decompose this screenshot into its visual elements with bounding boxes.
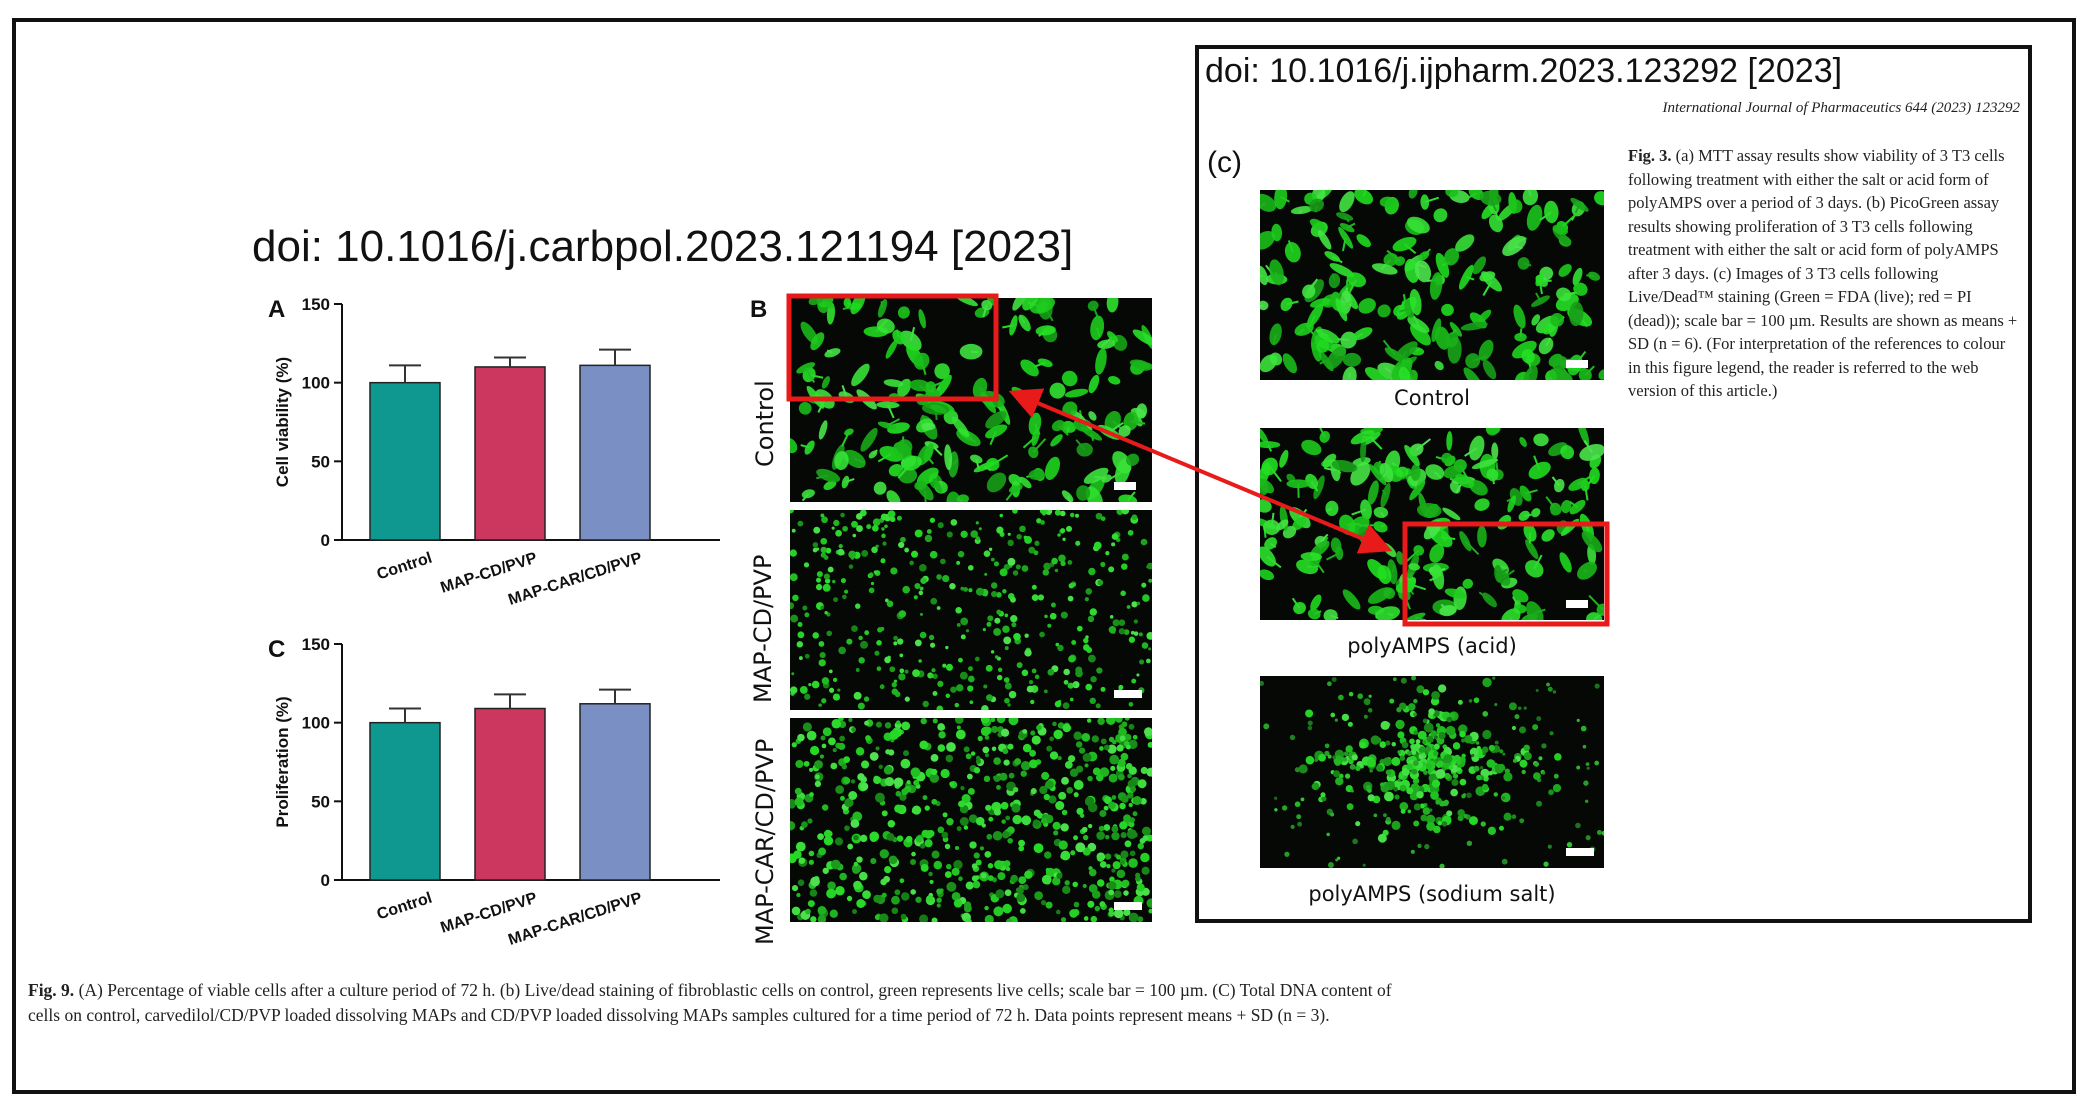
fig9-caption-text: (A) Percentage of viable cells after a c… xyxy=(28,980,1392,1025)
fig3-caption-text: (a) MTT assay results show viability of … xyxy=(1628,146,2018,400)
chart-c-bar xyxy=(579,703,651,881)
chart-c-ytick-label: 100 xyxy=(302,714,330,733)
chart-c-ytick-label: 50 xyxy=(311,792,330,811)
fig3-caption-label: Fig. 3. xyxy=(1628,146,1672,165)
fig3-caption: Fig. 3. (a) MTT assay results show viabi… xyxy=(1628,144,2020,403)
chart-c-category-label: Control xyxy=(375,890,434,924)
micrograph-c3-sodium-salt xyxy=(1260,676,1604,868)
fig9-caption: Fig. 9. (A) Percentage of viable cells a… xyxy=(28,978,1408,1028)
scale-bar xyxy=(1114,690,1142,698)
figure-frame xyxy=(12,18,2076,1094)
chart-c-ylabel: Proliferation (%) xyxy=(273,696,292,827)
chart-a-ylabel: Cell viability (%) xyxy=(273,357,292,487)
c3-label-sodium-salt: polyAMPS (sodium salt) xyxy=(1308,882,1556,906)
chart-a-ytick-label: 0 xyxy=(321,531,330,550)
doi-left: doi: 10.1016/j.carbpol.2023.121194 [2023… xyxy=(252,222,1074,271)
doi-right: doi: 10.1016/j.ijpharm.2023.123292 [2023… xyxy=(1205,52,1843,90)
scale-bar xyxy=(1566,360,1588,368)
journal-reference: International Journal of Pharmaceutics 6… xyxy=(1662,100,2020,116)
micrograph-c3-control xyxy=(1260,190,1604,380)
chart-c-ytick-label: 150 xyxy=(302,635,330,654)
fig9-caption-label: Fig. 9. xyxy=(28,980,75,1000)
c3-label-control: Control xyxy=(1394,386,1470,410)
chart-c-bar xyxy=(369,721,441,881)
b-label-map-car-cd-pvp: MAP-CAR/CD/PVP xyxy=(751,738,779,945)
chart-a-ytick-label: 100 xyxy=(302,374,330,393)
micrograph-c3-acid xyxy=(1260,428,1604,620)
chart-a-ytick-label: 150 xyxy=(302,295,330,314)
chart-a-bar xyxy=(579,364,651,541)
micrograph-b-control xyxy=(790,298,1152,502)
chart-a-bar xyxy=(369,381,441,541)
panel-letter-c3: (c) xyxy=(1207,146,1242,179)
scale-bar xyxy=(1114,902,1142,910)
micrograph-b-map-car-cd-pvp xyxy=(790,718,1152,922)
b-label-control: Control xyxy=(751,380,779,467)
chart-a-ytick-label: 50 xyxy=(311,452,330,471)
c3-label-acid: polyAMPS (acid) xyxy=(1347,634,1517,658)
panel-letter-c: C xyxy=(268,636,286,663)
panel-letter-b: B xyxy=(750,296,768,323)
b-label-map-cd-pvp: MAP-CD/PVP xyxy=(749,554,777,703)
scale-bar xyxy=(1114,482,1136,490)
scale-bar xyxy=(1566,848,1594,856)
chart-a-category-label: Control xyxy=(375,550,434,584)
chart-c-bar xyxy=(474,707,546,881)
chart-c-ytick-label: 0 xyxy=(321,871,330,890)
chart-a-bar xyxy=(474,366,546,541)
panel-letter-a: A xyxy=(268,296,286,323)
scale-bar xyxy=(1566,600,1588,608)
micrograph-b-map-cd-pvp xyxy=(790,510,1152,710)
